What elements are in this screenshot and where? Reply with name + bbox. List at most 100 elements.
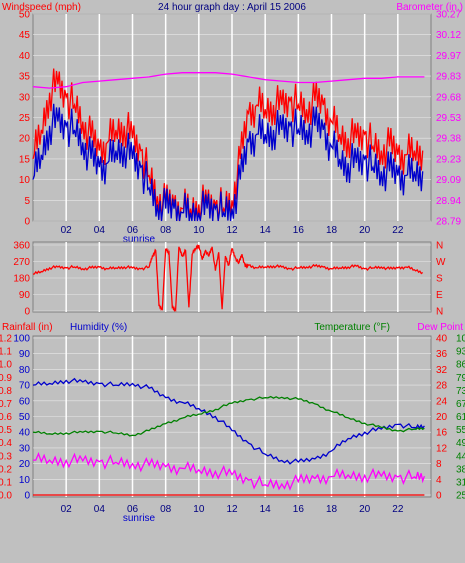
temperature-tick: 24 — [436, 396, 448, 407]
hour-tick-label: 10 — [193, 504, 205, 515]
windspeed-tick: 40 — [19, 51, 31, 62]
wind-direction-grid — [33, 242, 431, 312]
rainfall-tick: 0.3 — [0, 451, 12, 462]
temperature-tick: 12 — [436, 443, 448, 454]
hour-tick-label: 04 — [94, 225, 106, 236]
temperature-axis-title: Temperature (°F) — [314, 322, 390, 333]
temperature-tick: 8 — [436, 459, 442, 470]
compass-point-tick: E — [436, 290, 443, 301]
temperature-tick: 4 — [436, 475, 442, 486]
temperature-series-line — [32, 395, 425, 437]
rainfall-tick: 0.0 — [0, 491, 12, 502]
hour-tick-label: 20 — [359, 504, 371, 515]
dewpoint-tick: 73 — [456, 386, 465, 397]
dew-point-series-line — [33, 452, 426, 491]
humidity-temperature-grid — [33, 336, 431, 497]
rainfall-axis-title: Rainfall (in) — [2, 322, 53, 333]
dewpoint-tick: 67 — [456, 399, 465, 410]
barometer-series-line — [32, 72, 425, 89]
rainfall-tick: 0.5 — [0, 425, 12, 436]
temperature-tick: 16 — [436, 428, 448, 439]
humidity-temperature-tick-labels: 0.0 0.1 0.2 0.3 0.4 0.5 0.6 0.7 0.8 0.9 1.0 1.1 1.2 0… — [0, 334, 465, 502]
windspeed-tick: 15 — [19, 154, 31, 165]
hour-tick-label: 12 — [226, 504, 238, 515]
direction-degree-labels: 0 90 180 270 360 — [13, 241, 30, 318]
dewpoint-tick: 38 — [456, 464, 465, 475]
humidity-tick: 30 — [19, 443, 31, 454]
dewpoint-tick: 61 — [456, 412, 465, 423]
barometer-tick: 28.94 — [436, 196, 461, 207]
rainfall-tick: 1.0 — [0, 360, 12, 371]
hour-tick-label: 22 — [392, 504, 404, 515]
barometer-tick-labels: 28.79 28.94 29.09 29.23 29.38 29.53 29.68 29.83… — [436, 10, 461, 228]
rainfall-tick: 1.2 — [0, 334, 12, 345]
compass-point-tick: W — [436, 257, 446, 268]
hour-tick-label: 10 — [193, 225, 205, 236]
temperature-tick: 32 — [436, 365, 448, 376]
panel3-hour-labels: 02 04 06 08 10 12 14 16 18 20 22 — [61, 504, 404, 515]
windspeed-tick: 10 — [19, 175, 31, 186]
sunrise-marker-label: sunrise — [123, 234, 156, 245]
rainfall-tick: 0.7 — [0, 399, 12, 410]
barometer-tick: 29.23 — [436, 154, 461, 165]
hour-tick-label: 02 — [61, 504, 73, 515]
barometer-tick: 29.83 — [436, 72, 461, 83]
rainfall-tick: 0.9 — [0, 373, 12, 384]
direction-degree-tick: 90 — [19, 290, 31, 301]
windspeed-tick: 5 — [24, 196, 30, 207]
hour-tick-label: 20 — [359, 225, 371, 236]
rainfall-tick: 0.4 — [0, 438, 12, 449]
humidity-tick: 20 — [19, 459, 31, 470]
humidity-tick: 80 — [19, 365, 31, 376]
rainfall-tick: 0.8 — [0, 386, 12, 397]
temperature-tick: 28 — [436, 381, 448, 392]
hour-tick-label: 22 — [392, 225, 404, 236]
barometer-tick: 30.27 — [436, 10, 461, 21]
dewpoint-tick: 79 — [456, 373, 465, 384]
dewpoint-tick: 55 — [456, 425, 465, 436]
humidity-tick: 60 — [19, 396, 31, 407]
temperature-tick: 40 — [436, 334, 448, 345]
hour-tick-label: 14 — [260, 504, 272, 515]
hour-tick-label: 08 — [160, 504, 172, 515]
rainfall-tick: 0.6 — [0, 412, 12, 423]
windspeed-tick: 0 — [24, 217, 30, 228]
panel1-hour-labels: 02 04 06 08 10 12 14 16 18 20 22 — [61, 225, 404, 236]
windspeed-tick: 20 — [19, 134, 31, 145]
barometer-tick: 29.09 — [436, 175, 461, 186]
rainfall-tick: 0.2 — [0, 464, 12, 475]
dewpoint-tick: 86 — [456, 360, 465, 371]
hour-tick-label: 16 — [293, 225, 305, 236]
direction-degree-tick: 0 — [24, 307, 30, 318]
windspeed-tick: 30 — [19, 92, 31, 103]
dewpoint-tick: 44 — [456, 451, 465, 462]
humidity-tick: 0 — [24, 491, 30, 502]
rainfall-tick: 0.1 — [0, 477, 12, 488]
hour-tick-label: 08 — [160, 225, 172, 236]
dewpoint-tick: 93 — [456, 347, 465, 358]
compass-point-tick: N — [436, 307, 443, 318]
wind-gust-series-line — [32, 103, 424, 222]
barometer-tick: 30.12 — [436, 30, 461, 41]
hour-tick-label: 18 — [326, 504, 338, 515]
dewpoint-tick: 100 — [456, 334, 465, 345]
hour-tick-label: 14 — [260, 225, 272, 236]
dewpoint-tick: 49 — [456, 438, 465, 449]
windspeed-tick: 50 — [19, 10, 31, 21]
humidity-axis-title: Humidity (%) — [70, 322, 127, 333]
compass-point-tick: S — [436, 274, 443, 285]
rainfall-tick: 1.1 — [0, 347, 12, 358]
windspeed-tick: 35 — [19, 72, 31, 83]
windspeed-tick-labels: 0 5 10 15 20 25 30 35 40 45 50 — [19, 10, 31, 228]
windspeed-tick: 25 — [19, 113, 31, 124]
temperature-tick: 20 — [436, 412, 448, 423]
barometer-tick: 29.97 — [436, 51, 461, 62]
hour-tick-label: 18 — [326, 225, 338, 236]
hour-tick-label: 02 — [61, 225, 73, 236]
windspeed-axis-title: Windspeed (mph) — [2, 2, 81, 13]
humidity-tick: 100 — [13, 334, 30, 345]
graph-title: 24 hour graph day : April 15 2006 — [158, 2, 306, 13]
direction-degree-tick: 270 — [13, 257, 30, 268]
barometer-tick: 29.53 — [436, 113, 461, 124]
